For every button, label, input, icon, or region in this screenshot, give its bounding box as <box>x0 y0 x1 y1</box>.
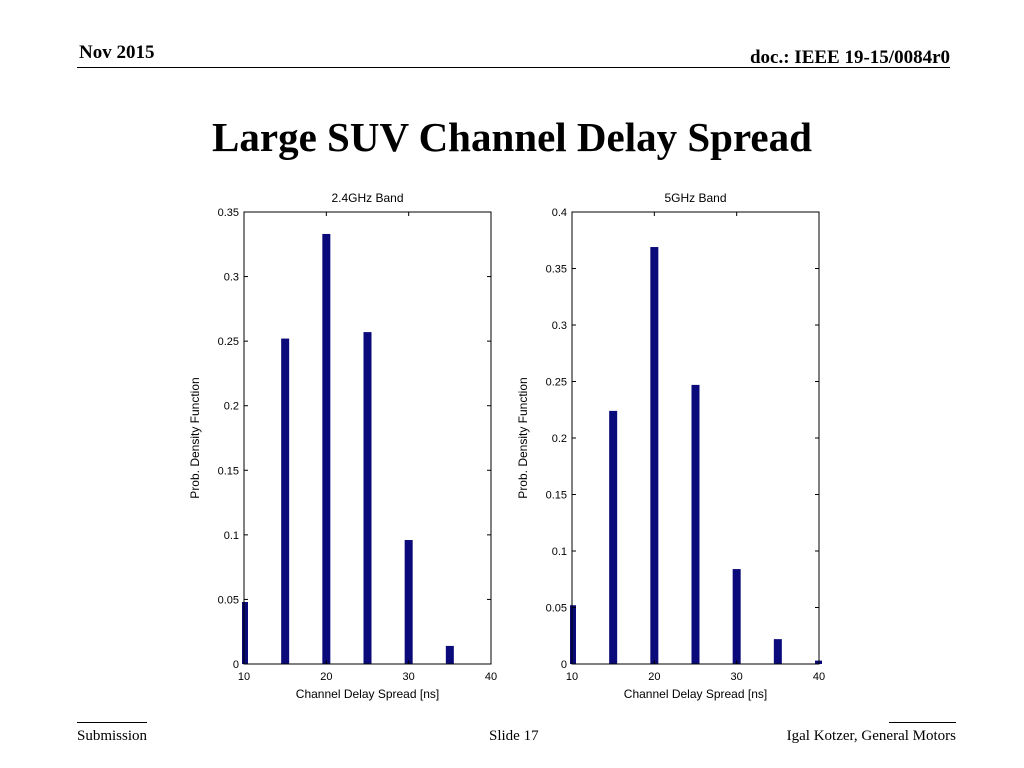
x-tick-label: 40 <box>485 671 497 683</box>
x-tick-label: 40 <box>813 671 825 683</box>
chart-2-4ghz-svg: 0 0.05 0.1 0.15 0.2 0.25 0.3 0.35 10 20 30 40 2.4GHz… <box>188 191 497 701</box>
x-axis-label: Channel Delay Spread [ns] <box>296 687 439 701</box>
y-tick-label: 0.25 <box>546 377 567 389</box>
header-date: Nov 2015 <box>79 42 155 63</box>
chart-title: 5GHz Band <box>664 191 726 205</box>
y-tick-label: 0.25 <box>218 336 239 348</box>
footer-author: Igal Kotzer, General Motors <box>786 728 956 744</box>
chart-2-4ghz: 0 0.05 0.1 0.15 0.2 0.25 0.3 0.35 10 20 30 40 2.4GHz… <box>180 182 500 712</box>
y-tick-label: 0.35 <box>218 207 239 219</box>
chart-5ghz: 0 0.05 0.1 0.15 0.2 0.25 0.3 0.35 0.4 10 20 30 40 5GH… <box>508 182 828 712</box>
chart-title: 2.4GHz Band <box>331 191 403 205</box>
y-tick-label: 0.15 <box>218 465 239 477</box>
bar-1-25 <box>691 384 700 664</box>
y-tick-label: 0.1 <box>552 546 567 558</box>
footer-divider-right <box>889 722 956 723</box>
y-tick-label: 0.3 <box>224 272 239 284</box>
slide-title: Large SUV Channel Delay Spread <box>212 114 812 160</box>
footer-divider-left <box>77 722 147 723</box>
bar-0-35 <box>445 645 454 664</box>
bar-1-20 <box>650 247 659 664</box>
footer-slide-number: Slide 17 <box>489 728 539 744</box>
x-tick-label: 10 <box>238 671 250 683</box>
y-tick-label: 0.3 <box>552 320 567 332</box>
x-tick-label: 20 <box>648 671 660 683</box>
footer-submission: Submission <box>77 728 148 744</box>
y-tick-label: 0.15 <box>546 490 567 502</box>
y-tick-label: 0.2 <box>224 401 239 413</box>
x-tick-label: 30 <box>403 671 415 683</box>
y-tick-label: 0.05 <box>546 603 567 615</box>
y-tick-label: 0.35 <box>546 264 567 276</box>
bar-0-10 <box>242 602 248 664</box>
bar-1-10 <box>570 605 576 664</box>
x-axis-label: Channel Delay Spread [ns] <box>624 687 767 701</box>
chart-5ghz-svg: 0 0.05 0.1 0.15 0.2 0.25 0.3 0.35 0.4 10 20 30 40 5GH… <box>516 191 825 701</box>
header-divider <box>77 67 950 68</box>
x-tick-label: 20 <box>320 671 332 683</box>
bar-0-20 <box>322 233 331 664</box>
bar-0-15 <box>281 338 290 664</box>
plot-frame <box>243 211 492 665</box>
y-tick-label: 0 <box>233 659 239 671</box>
y-tick-label: 0.4 <box>552 207 567 219</box>
bar-1-15 <box>609 410 618 664</box>
bar-0-25 <box>363 332 372 664</box>
header-doc-id: doc.: IEEE 19-15/0084r0 <box>749 47 950 68</box>
x-tick-label: 30 <box>731 671 743 683</box>
y-tick-label: 0 <box>561 659 567 671</box>
y-axis-label: Prob. Density Function <box>516 377 530 498</box>
bar-1-30 <box>732 569 741 664</box>
y-axis-label: Prob. Density Function <box>188 377 202 498</box>
y-tick-label: 0.05 <box>218 594 239 606</box>
bar-1-35 <box>773 639 782 664</box>
bar-0-30 <box>404 540 413 664</box>
x-tick-label: 10 <box>566 671 578 683</box>
y-tick-label: 0.2 <box>552 433 567 445</box>
y-tick-label: 0.1 <box>224 530 239 542</box>
